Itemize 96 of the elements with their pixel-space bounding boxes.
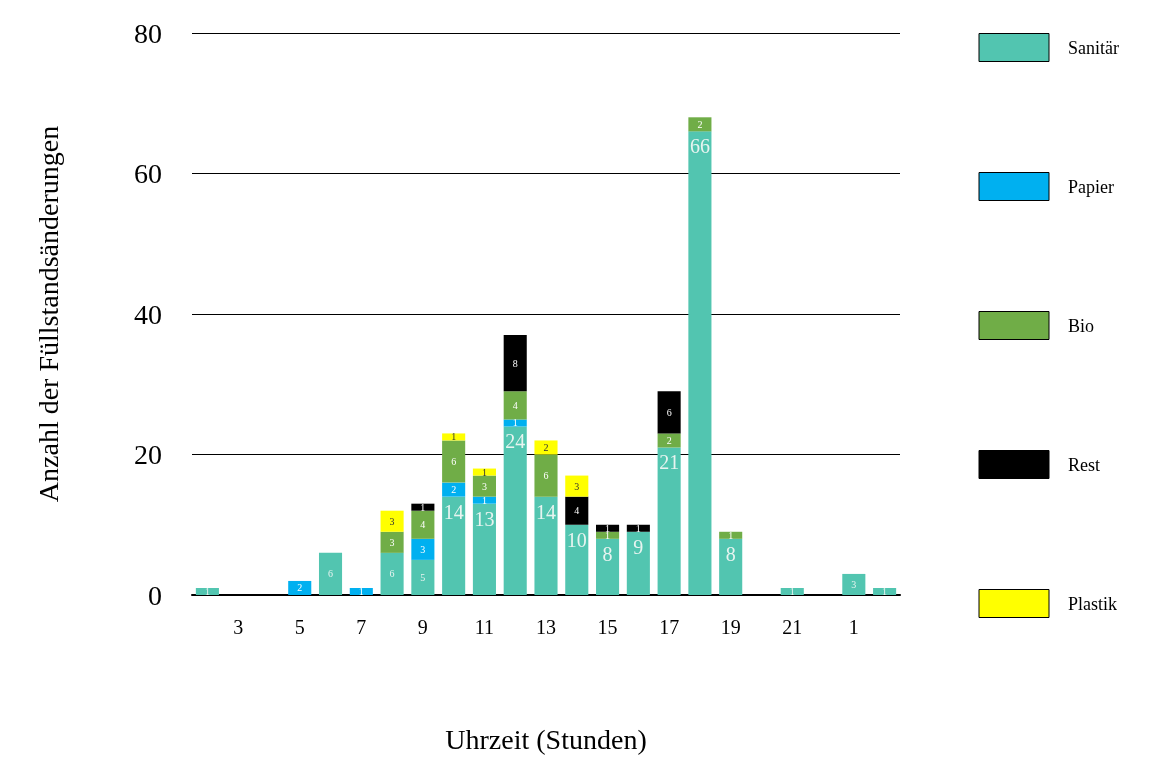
legend-label: Papier (1068, 176, 1114, 197)
bar (719, 538, 743, 595)
bar (411, 559, 435, 595)
bar (534, 496, 558, 595)
data-label: 14 (443, 500, 464, 523)
bar (688, 117, 712, 132)
data-label: 4 (574, 505, 580, 517)
data-label: 5 (420, 571, 426, 583)
data-label: 3 (389, 536, 395, 548)
y-tick-label: 60 (134, 158, 162, 189)
data-label: 2 (297, 582, 303, 594)
x-tick-label: 9 (417, 616, 428, 638)
bar (657, 391, 681, 434)
data-label: 1 (728, 529, 734, 541)
data-label: 6 (666, 406, 672, 418)
data-label: 1 (358, 585, 364, 597)
data-label: 2 (543, 441, 549, 453)
bar (288, 580, 312, 595)
y-tick-label: 80 (134, 17, 162, 49)
data-label: 1 (481, 466, 487, 478)
x-tick-label: 17 (659, 616, 680, 638)
data-label: 1 (512, 417, 518, 429)
bar (842, 573, 866, 595)
data-label: 1 (204, 585, 210, 597)
bar (565, 496, 589, 525)
data-label: 3 (420, 543, 426, 555)
data-label: 24 (505, 430, 526, 453)
data-label: 3 (389, 515, 395, 527)
bar (657, 447, 681, 595)
data-label: 6 (543, 470, 549, 482)
data-label: 1 (789, 585, 795, 597)
data-label: 13 (474, 507, 495, 530)
x-tick-label: 21 (782, 616, 803, 638)
data-label: 4 (420, 519, 426, 531)
bar (534, 454, 558, 497)
bar (380, 510, 404, 532)
data-label: 4 (512, 399, 518, 411)
data-label: 3 (481, 480, 487, 492)
bar (472, 503, 496, 595)
data-label: 10 (566, 528, 587, 551)
x-tick-label: 19 (720, 616, 741, 638)
bar (503, 391, 527, 420)
data-label: 3 (574, 480, 580, 492)
bar (411, 538, 435, 560)
x-axis-title: Uhrzeit (Stunden) (445, 723, 647, 755)
bar (318, 552, 343, 595)
data-label: 8 (512, 357, 518, 369)
x-tick-label: 1 (848, 616, 859, 638)
bar (657, 433, 681, 448)
legend-label: Bio (1068, 315, 1095, 336)
data-label: 2 (451, 484, 457, 496)
bar (565, 475, 589, 497)
bar (503, 426, 527, 595)
bar (565, 524, 589, 595)
data-label: 6 (328, 568, 334, 580)
bar (380, 552, 404, 595)
data-label: 2 (697, 118, 703, 130)
x-tick-label: 11 (474, 616, 495, 638)
data-label: 1 (882, 585, 888, 597)
x-tick-label: 3 (233, 616, 244, 638)
bar (534, 440, 558, 455)
bar (442, 440, 466, 483)
bar (626, 531, 650, 595)
data-label: 14 (536, 500, 556, 523)
legend-label: Rest (1068, 454, 1101, 475)
bar (442, 496, 466, 595)
data-label: 1 (451, 431, 457, 443)
data-label: 1 (635, 522, 641, 534)
bar (596, 538, 620, 595)
data-label: 9 (633, 535, 644, 558)
bar (503, 335, 527, 392)
data-label: 21 (659, 451, 680, 474)
x-tick-label: 13 (536, 616, 556, 638)
x-tick-label: 15 (597, 616, 618, 638)
y-axis-title: Anzahl der Füllstandsänderungen (32, 125, 64, 503)
data-label: 66 (689, 135, 710, 158)
bar (472, 475, 496, 497)
x-tick-label: 5 (294, 616, 305, 638)
bar (688, 131, 712, 595)
y-tick-label: 0 (148, 579, 162, 611)
data-label: 3 (851, 578, 857, 590)
data-label: 2 (666, 434, 672, 446)
bar (380, 531, 404, 553)
data-label: 1 (481, 494, 487, 506)
data-label: 8 (602, 542, 613, 565)
bar (411, 510, 435, 539)
legend-label: Plastik (1068, 593, 1118, 614)
bar (442, 482, 466, 497)
data-label: 8 (725, 542, 736, 565)
y-tick-label: 40 (134, 298, 162, 330)
legend-label: Sanitär (1068, 37, 1120, 58)
x-tick-label: 7 (356, 616, 367, 638)
data-label: 1 (420, 501, 426, 513)
y-tick-label: 20 (134, 439, 162, 470)
data-label: 6 (451, 456, 457, 468)
data-label: 6 (389, 568, 395, 580)
